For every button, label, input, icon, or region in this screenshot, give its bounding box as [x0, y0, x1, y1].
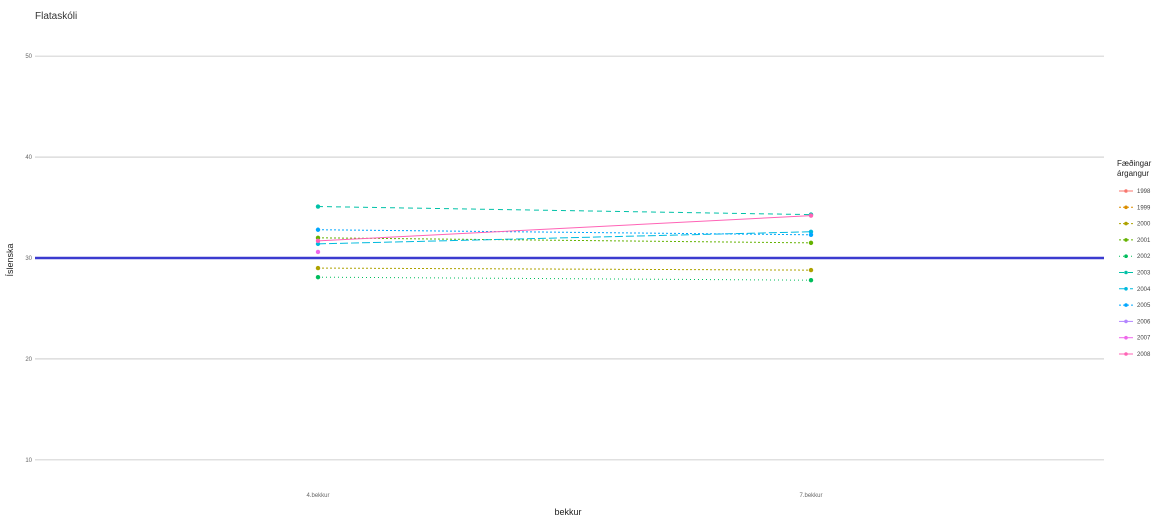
legend-label-2001: 2001 [1137, 238, 1151, 244]
legend-label-2007: 2007 [1137, 336, 1151, 342]
point-2002-0 [315, 274, 321, 280]
legend-label-2005: 2005 [1137, 303, 1151, 309]
legend: Fæðingar árgangur 1998 1999 2000 2001 2002 20… [1117, 159, 1152, 358]
legend-label-2000: 2000 [1137, 222, 1151, 228]
point-2001-1 [808, 240, 814, 246]
chart-title: Flataskóli [35, 11, 77, 22]
point-2007-0 [315, 249, 321, 255]
x-axis-title: bekkur [554, 507, 581, 517]
series-line-2003 [317, 206, 812, 216]
legend-key-point-2002 [1124, 254, 1128, 258]
point-2008-0 [315, 238, 321, 244]
point-2008-1 [808, 213, 814, 218]
point-2000-0 [315, 265, 321, 271]
series-line-2008 [317, 215, 812, 242]
legend-key-point-2001 [1124, 238, 1128, 242]
point-2005-0 [315, 227, 321, 232]
legend-label-1999: 1999 [1137, 205, 1151, 211]
legend-key-point-2006 [1124, 319, 1128, 324]
legend-title-line-1: Fæðingar [1117, 159, 1152, 168]
y-tick-label-10: 10 [25, 458, 32, 464]
legend-key-point-2004 [1124, 287, 1128, 291]
legend-key-point-1998 [1124, 189, 1128, 193]
legend-key-point-2003 [1124, 270, 1128, 275]
point-2004-1 [808, 229, 814, 234]
legend-label-2002: 2002 [1137, 254, 1151, 260]
legend-key-point-2005 [1124, 303, 1128, 307]
legend-label-1998: 1998 [1137, 189, 1151, 195]
x-tick-labels: 4.bekkur 7.bekkur [306, 493, 822, 499]
legend-title-line-2: árgangur [1117, 169, 1149, 178]
point-2005-1 [808, 232, 814, 237]
point-2000-1 [808, 267, 814, 273]
legend-items: 1998 1999 2000 2001 2002 2003 2004 2005 2006 2007… [1119, 189, 1151, 358]
series-line-2004 [317, 231, 812, 245]
x-tick-label-1: 7.bekkur [799, 493, 822, 499]
legend-label-2008: 2008 [1137, 352, 1151, 358]
y-tick-label-20: 20 [25, 357, 32, 363]
y-axis-title: Íslenska [5, 243, 15, 276]
legend-key-point-2000 [1124, 221, 1128, 226]
legend-label-2003: 2003 [1137, 271, 1151, 277]
point-2001-0 [315, 235, 321, 241]
point-2002-1 [808, 278, 814, 283]
legend-key-point-1999 [1124, 205, 1128, 210]
point-2003-0 [315, 204, 321, 209]
legend-key-point-2008 [1124, 352, 1128, 356]
legend-key-point-2007 [1124, 335, 1128, 340]
legend-label-2006: 2006 [1137, 319, 1151, 325]
legend-label-2004: 2004 [1137, 287, 1151, 293]
series-lines [315, 204, 814, 283]
point-2004-0 [315, 241, 321, 247]
series-line-2000 [317, 267, 812, 271]
x-tick-label-0: 4.bekkur [306, 493, 329, 499]
y-tick-label-30: 30 [25, 256, 32, 262]
y-tick-labels: 10 20 30 40 50 [25, 54, 32, 464]
y-tick-label-50: 50 [25, 54, 32, 60]
series-line-2002 [317, 276, 812, 281]
y-tick-label-40: 40 [25, 155, 32, 161]
